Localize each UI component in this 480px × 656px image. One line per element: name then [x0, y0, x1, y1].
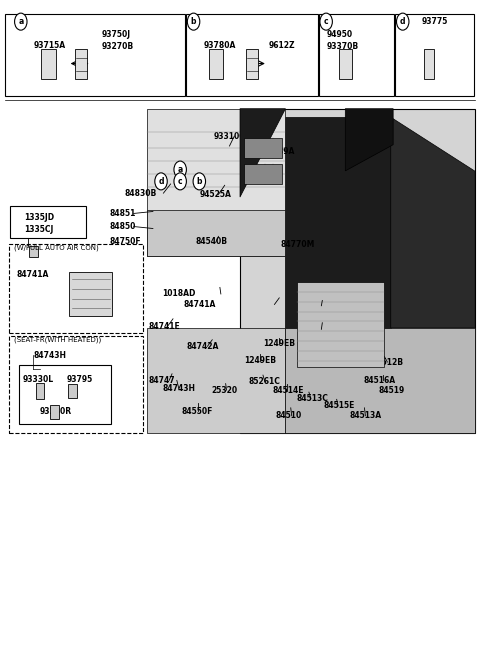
- Bar: [41, 49, 56, 79]
- Text: 84516A: 84516A: [363, 376, 396, 385]
- Text: d: d: [158, 177, 164, 186]
- Text: 1249EB: 1249EB: [244, 356, 276, 365]
- Bar: [246, 49, 258, 79]
- Bar: [395, 14, 474, 96]
- Circle shape: [187, 13, 200, 30]
- Circle shape: [396, 13, 409, 30]
- Text: a: a: [18, 17, 24, 26]
- Text: 93750J: 93750J: [101, 30, 131, 39]
- Text: 94525A: 94525A: [199, 190, 231, 199]
- Text: 84512B: 84512B: [372, 358, 404, 367]
- Text: 84743H: 84743H: [33, 351, 66, 360]
- Text: 84540B: 84540B: [196, 237, 228, 246]
- Text: 1018AD: 1018AD: [162, 289, 196, 298]
- Bar: [298, 282, 384, 367]
- Bar: [338, 49, 352, 79]
- Text: d: d: [400, 17, 406, 26]
- Text: 25320: 25320: [211, 386, 238, 395]
- Bar: [5, 14, 185, 96]
- Text: c: c: [324, 17, 328, 26]
- Bar: [9, 244, 144, 333]
- Bar: [36, 383, 44, 399]
- Text: 84513A: 84513A: [349, 411, 381, 420]
- Text: (SEAT-FR(WITH HEATED)): (SEAT-FR(WITH HEATED)): [14, 337, 101, 343]
- Text: 84851: 84851: [110, 209, 136, 218]
- Text: 84512G: 84512G: [345, 337, 378, 346]
- Text: 84770M: 84770M: [281, 239, 315, 249]
- Text: 93715A: 93715A: [33, 41, 65, 50]
- Text: 84830B: 84830B: [124, 189, 156, 197]
- Circle shape: [174, 161, 186, 178]
- Text: 84747: 84747: [148, 376, 175, 385]
- Bar: [244, 165, 282, 184]
- Bar: [10, 205, 86, 238]
- Polygon shape: [286, 117, 391, 328]
- Text: 84741A: 84741A: [183, 300, 216, 309]
- Polygon shape: [240, 109, 475, 433]
- Text: 93370B: 93370B: [327, 42, 359, 51]
- Polygon shape: [286, 328, 475, 433]
- Text: 84741A: 84741A: [16, 270, 48, 279]
- Text: 81389A: 81389A: [263, 147, 295, 155]
- Text: 97420: 97420: [300, 325, 326, 334]
- Bar: [68, 384, 77, 398]
- Circle shape: [14, 13, 27, 30]
- Bar: [19, 365, 111, 424]
- Text: 84779A: 84779A: [340, 317, 373, 326]
- Text: 9612Z: 9612Z: [269, 41, 295, 50]
- Text: 84510: 84510: [276, 411, 302, 420]
- Text: 84514E: 84514E: [273, 386, 304, 396]
- Text: 84513C: 84513C: [297, 394, 328, 403]
- Text: 93270B: 93270B: [101, 42, 133, 51]
- Text: 85261C: 85261C: [249, 377, 280, 386]
- Bar: [209, 49, 223, 79]
- Text: 84850: 84850: [110, 222, 136, 231]
- Polygon shape: [345, 109, 393, 171]
- Bar: [244, 138, 282, 158]
- Bar: [9, 336, 144, 433]
- Text: 84550F: 84550F: [181, 407, 213, 416]
- Circle shape: [174, 173, 186, 190]
- Polygon shape: [147, 210, 286, 256]
- Polygon shape: [147, 109, 286, 256]
- Text: 84741E: 84741E: [148, 322, 180, 331]
- Text: 84515E: 84515E: [324, 401, 355, 411]
- Text: 93775: 93775: [422, 17, 448, 26]
- Text: 93795: 93795: [67, 375, 93, 384]
- Circle shape: [193, 173, 205, 190]
- Text: 94950: 94950: [327, 30, 353, 39]
- Text: 93310G: 93310G: [214, 132, 246, 140]
- Text: 1335CJ: 1335CJ: [24, 224, 53, 234]
- Polygon shape: [147, 328, 286, 433]
- Bar: [424, 49, 434, 79]
- Text: b: b: [191, 17, 196, 26]
- Text: 93330L: 93330L: [22, 375, 53, 384]
- Text: 1249EB: 1249EB: [263, 339, 295, 348]
- Bar: [186, 14, 318, 96]
- Text: 1335JD: 1335JD: [24, 213, 54, 222]
- Bar: [69, 272, 112, 316]
- Text: 84743H: 84743H: [162, 384, 195, 393]
- Text: 84742A: 84742A: [186, 342, 219, 351]
- Text: 84519: 84519: [379, 386, 405, 396]
- Polygon shape: [391, 117, 475, 328]
- Text: 93330R: 93330R: [40, 407, 72, 416]
- Circle shape: [155, 173, 167, 190]
- Text: 97410B: 97410B: [300, 301, 332, 310]
- Text: a: a: [178, 165, 183, 174]
- Bar: [29, 246, 37, 256]
- Bar: [320, 14, 394, 96]
- Text: b: b: [197, 177, 202, 186]
- Circle shape: [320, 13, 332, 30]
- Bar: [75, 49, 87, 79]
- Polygon shape: [240, 109, 286, 197]
- Text: c: c: [178, 177, 182, 186]
- Text: 84750F: 84750F: [110, 237, 142, 246]
- Text: 93780A: 93780A: [204, 41, 237, 50]
- Bar: [50, 405, 59, 419]
- Text: (W/FULL AUTO AIR CON): (W/FULL AUTO AIR CON): [14, 245, 99, 251]
